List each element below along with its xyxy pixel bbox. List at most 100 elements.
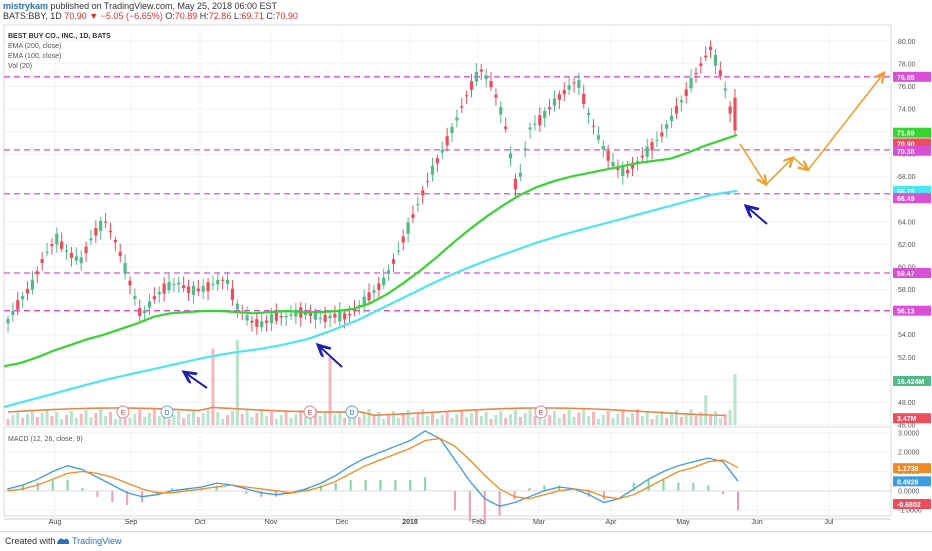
volume-bar xyxy=(157,416,161,425)
close-value: 70.90 xyxy=(275,11,298,21)
macd-value-badge-label: -0.6802 xyxy=(897,502,921,509)
candle-body xyxy=(382,277,386,286)
candle-body xyxy=(533,123,537,125)
candle-body xyxy=(40,259,44,263)
created-with-label: Created with xyxy=(5,536,56,546)
volume-bar xyxy=(592,412,596,425)
volume-bar xyxy=(450,418,454,425)
price-pane xyxy=(3,24,892,426)
volume-bar xyxy=(396,418,400,425)
macd-histogram-bar xyxy=(513,490,516,500)
tradingview-brand[interactable]: TradingView xyxy=(72,536,122,546)
candle-body xyxy=(138,308,142,317)
ema200-line xyxy=(3,189,738,408)
candle-body xyxy=(455,117,459,121)
event-marker-label: E xyxy=(121,410,126,417)
candle-body xyxy=(396,250,400,252)
candle-body xyxy=(699,63,703,66)
candle-body xyxy=(547,107,552,110)
macd-histogram-bar xyxy=(453,490,456,511)
price-chart[interactable]: 80.0078.0076.0074.0072.0070.0068.0066.00… xyxy=(0,0,932,531)
candle-body xyxy=(94,228,98,236)
candle-body xyxy=(338,310,342,322)
volume-bar xyxy=(372,416,376,425)
macd-tick-label: 2.0000 xyxy=(898,450,920,457)
price-tick-label: 78.00 xyxy=(898,61,916,68)
volume-bar xyxy=(572,417,576,425)
candle-body xyxy=(25,288,30,294)
candle-body xyxy=(582,93,586,105)
volume-bar xyxy=(162,412,166,425)
volume-bar xyxy=(182,418,186,425)
candle-body xyxy=(557,94,561,100)
candle-body xyxy=(318,317,322,319)
volume-bar xyxy=(55,412,59,425)
volume-bar xyxy=(674,410,678,425)
macd-histogram-bar xyxy=(7,488,9,492)
candle-body xyxy=(245,315,249,321)
macd-histogram-bar xyxy=(66,480,69,492)
volume-bar xyxy=(470,413,474,425)
volume-bar xyxy=(621,410,625,425)
volume-bar xyxy=(709,415,713,425)
volume-bar xyxy=(513,410,517,425)
candle-body xyxy=(684,89,688,96)
macd-histogram-bar xyxy=(170,488,173,492)
candle-body xyxy=(709,46,713,51)
candle-body xyxy=(650,142,654,151)
candle-body xyxy=(362,296,366,306)
candle-body xyxy=(621,166,625,176)
candle-body xyxy=(294,309,298,317)
volume-bar xyxy=(235,340,239,425)
candle-body xyxy=(352,308,357,312)
volume-bar xyxy=(104,416,108,425)
volume-bar xyxy=(221,419,225,425)
candle-body xyxy=(128,280,132,286)
time-tick-label: Aug xyxy=(49,519,62,526)
volume-bar xyxy=(26,414,30,425)
candle-body xyxy=(264,320,269,323)
candle-body xyxy=(255,319,259,327)
volume-bar xyxy=(167,419,171,425)
volume-bar xyxy=(309,413,313,425)
volume-bar xyxy=(596,419,600,425)
volume-bar xyxy=(440,415,444,425)
legend-ema200: EMA (200, close) xyxy=(8,43,61,50)
volume-bar xyxy=(718,418,722,425)
macd-histogram-bar xyxy=(51,480,54,492)
candle-body xyxy=(152,296,156,300)
price-badge xyxy=(893,138,931,149)
volume-bar xyxy=(494,415,498,425)
candle-body xyxy=(147,301,152,308)
volume-bar xyxy=(616,414,620,425)
candle-body xyxy=(235,303,239,310)
macd-histogram-bar xyxy=(722,490,725,495)
volume-bar xyxy=(289,418,293,425)
candle-body xyxy=(269,314,274,323)
volume-bar xyxy=(357,417,361,425)
candle-body xyxy=(596,135,600,140)
volume-bar xyxy=(504,418,508,425)
volume-bar xyxy=(552,411,556,425)
macd-histogram-bar xyxy=(81,488,84,492)
publisher-name[interactable]: mistrykam xyxy=(3,1,49,11)
candle-body xyxy=(704,55,708,58)
volume-bar xyxy=(377,412,381,425)
price-badge xyxy=(893,193,931,204)
candle-body xyxy=(484,75,488,80)
time-tick-label: Dec xyxy=(336,519,349,526)
macd-histogram-bar xyxy=(96,490,99,497)
volume-bar xyxy=(474,409,478,425)
candle-body xyxy=(626,169,630,174)
candle-body xyxy=(499,106,503,115)
volume-bar xyxy=(528,409,532,425)
candle-body xyxy=(123,263,127,274)
volume-bar xyxy=(143,417,147,425)
candle-body xyxy=(494,94,498,98)
volume-bar xyxy=(362,413,366,425)
volume-bar xyxy=(211,348,215,425)
candle-body xyxy=(474,71,479,82)
price-badge xyxy=(893,375,931,386)
volume-bar xyxy=(635,409,639,425)
price-badge-label: 66.75 xyxy=(897,189,915,196)
